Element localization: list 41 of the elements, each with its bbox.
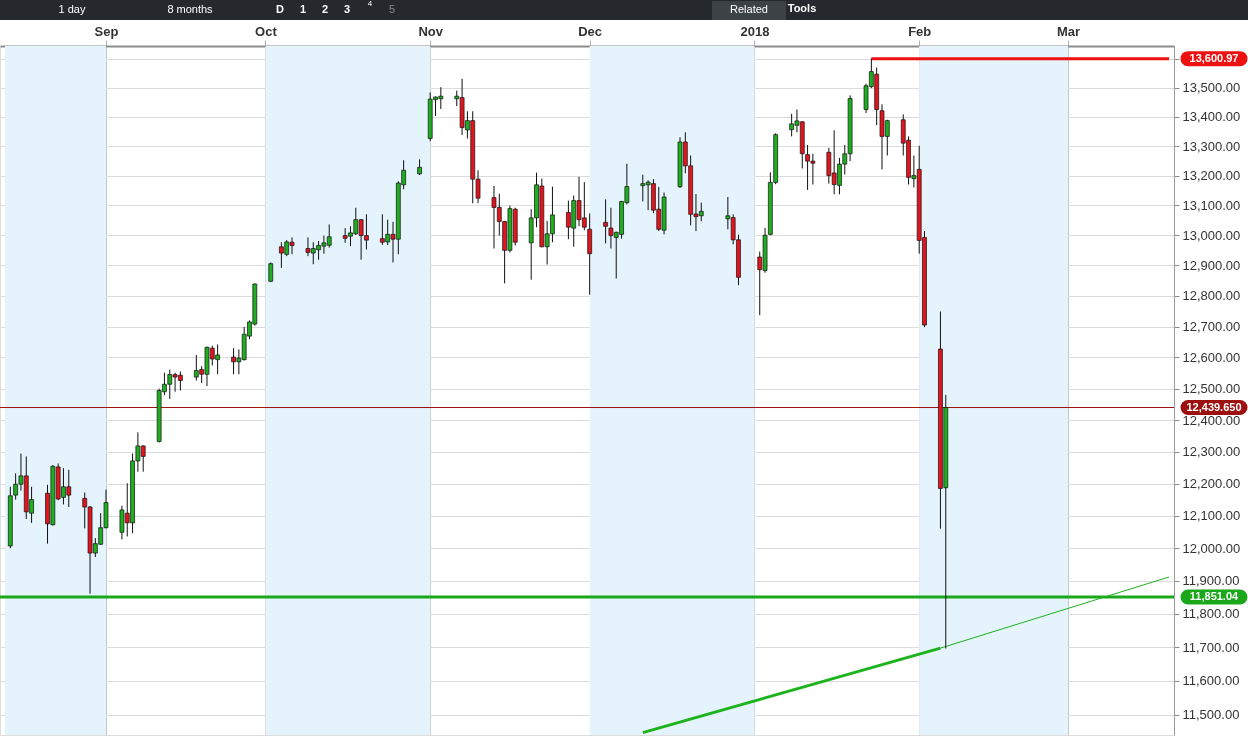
y-tick-label: 12,800.00 <box>1182 288 1241 304</box>
text: 8 months <box>167 3 214 15</box>
y-tick-label: 11,700.00 <box>1182 639 1240 655</box>
y-tick-label: 13,100.00 <box>1182 197 1241 213</box>
text: Related <box>730 3 768 15</box>
text: Tools <box>787 2 817 14</box>
x-tick-label: Nov <box>418 23 444 39</box>
y-tick-label: 12,200.00 <box>1182 476 1241 492</box>
x-tick-label: Dec <box>578 23 603 39</box>
y-tick-label: 12,000.00 <box>1182 540 1241 556</box>
y-tick-label: 13,400.00 <box>1182 109 1241 125</box>
y-tick-label: 11,600.00 <box>1182 673 1240 689</box>
text: 5 <box>388 3 396 15</box>
x-tick-label: Feb <box>908 23 932 39</box>
y-tick-label: 12,300.00 <box>1182 444 1241 460</box>
text: 2 <box>321 3 329 15</box>
text: 3 <box>343 3 351 15</box>
ref-line-label: 12,439.650 <box>1186 400 1242 413</box>
y-tick-label: 11,500.00 <box>1182 707 1240 723</box>
y-tick-label: 13,500.00 <box>1182 80 1241 96</box>
y-tick-label: 11,900.00 <box>1182 573 1240 589</box>
x-tick-label: Mar <box>1056 23 1081 39</box>
y-tick-label: 13,000.00 <box>1182 227 1241 243</box>
x-tick-label: 2018 <box>740 23 770 39</box>
y-tick-label: 13,300.00 <box>1182 138 1241 154</box>
data-label: 13,600.97 <box>1189 51 1239 64</box>
ref-line-label: 11,851.04 <box>1189 590 1240 603</box>
x-tick-label: Oct <box>255 23 278 39</box>
y-tick-label: 12,500.00 <box>1182 381 1241 397</box>
y-tick-label: 12,100.00 <box>1182 508 1241 524</box>
y-tick-label: 13,200.00 <box>1182 168 1241 184</box>
y-tick-label: 12,600.00 <box>1182 349 1241 365</box>
x-tick-label: Sep <box>94 23 119 39</box>
y-tick-label: 12,700.00 <box>1182 319 1241 335</box>
text: 1 <box>299 3 307 15</box>
text: 4 <box>367 0 373 8</box>
text: D <box>276 3 285 15</box>
y-tick-label: 12,400.00 <box>1182 412 1241 428</box>
y-tick-label: 11,800.00 <box>1182 606 1240 622</box>
text: 1 day <box>58 3 86 15</box>
y-tick-label: 12,900.00 <box>1182 257 1241 273</box>
